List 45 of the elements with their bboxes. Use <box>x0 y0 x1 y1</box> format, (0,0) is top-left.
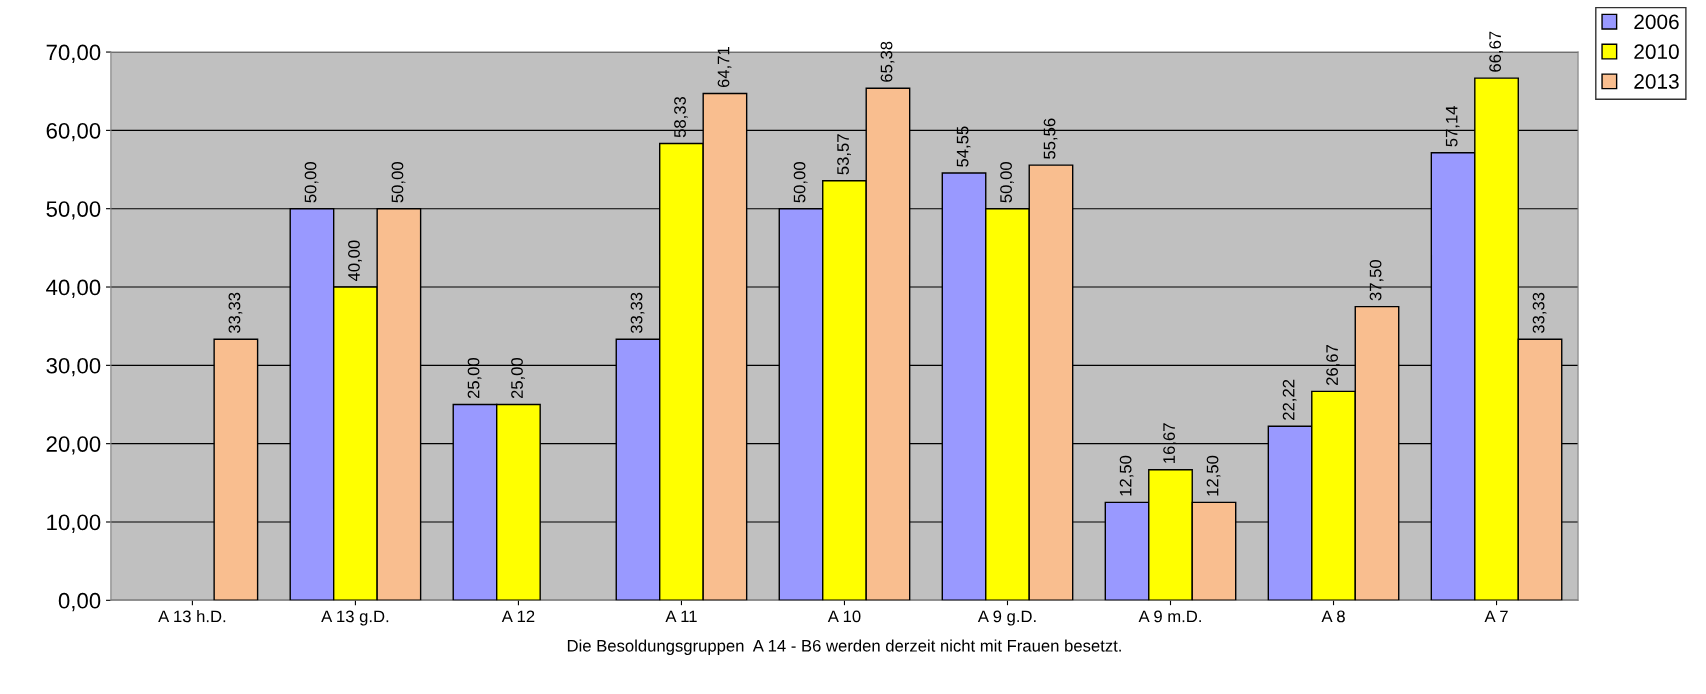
data-label: 26,67 <box>1326 345 1340 386</box>
data-label: 58,33 <box>674 96 688 138</box>
x-tick-label: A 9 m.D. <box>1138 610 1201 623</box>
x-tick-label: A 13 g.D. <box>321 610 389 626</box>
legend-label: 2013 <box>1634 74 1679 89</box>
data-label: 50,00 <box>391 162 406 203</box>
data-label: 22,22 <box>1282 379 1297 420</box>
legend-label: 2010 <box>1634 44 1679 60</box>
data-label: 37,50 <box>1369 259 1384 301</box>
y-tick-label: 50,00 <box>46 201 101 220</box>
data-label: 12,50 <box>1206 455 1221 496</box>
x-tick-label: A 7 <box>1484 610 1508 623</box>
data-label: 53,57 <box>837 134 851 175</box>
data-label: 57,14 <box>1445 106 1460 147</box>
data-label: 12,50 <box>1119 455 1134 496</box>
data-label: 33,33 <box>228 292 243 334</box>
x-tick-label: A 8 <box>1321 610 1345 623</box>
y-tick-label: 40,00 <box>46 279 101 298</box>
x-tick-label: A 10 <box>827 610 861 623</box>
x-tick-label: A 9 g.D. <box>977 610 1036 626</box>
data-label: 50,00 <box>1000 162 1014 203</box>
data-label: 50,00 <box>304 162 319 203</box>
y-tick-label: 70,00 <box>46 44 101 63</box>
data-label: 65,38 <box>880 41 895 82</box>
data-label: 25,00 <box>467 357 482 399</box>
data-label: 25,00 <box>511 357 525 399</box>
legend-label: 2006 <box>1634 14 1679 30</box>
data-label: 54,55 <box>956 126 971 167</box>
y-tick-label: 30,00 <box>46 357 101 377</box>
x-tick-label: A 13 h.D. <box>158 610 226 623</box>
x-tick-label: A 11 <box>665 610 697 623</box>
y-tick-label: 0,00 <box>58 592 101 612</box>
data-label: 55,56 <box>1043 118 1058 159</box>
y-tick-label: 60,00 <box>46 122 101 142</box>
x-axis-title: Die Besoldungsgruppen A 14 - B6 werden derzeit nicht mit Frauen besetzt. <box>567 639 1121 655</box>
data-label: 50,00 <box>793 162 808 203</box>
data-label: 16,67 <box>1163 423 1177 463</box>
data-label: 64,71 <box>717 47 732 88</box>
data-label: 40,00 <box>348 240 362 282</box>
y-tick-label: 10,00 <box>47 514 101 533</box>
x-tick-label: A 12 <box>501 610 535 623</box>
data-label: 66,67 <box>1489 31 1503 72</box>
y-tick-label: 20,00 <box>46 436 101 455</box>
data-label: 33,33 <box>1532 292 1547 334</box>
data-label: 33,33 <box>630 292 645 334</box>
